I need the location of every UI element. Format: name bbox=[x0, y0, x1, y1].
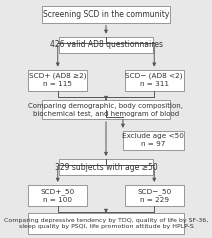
Text: Exclude age <50
n = 97: Exclude age <50 n = 97 bbox=[123, 133, 184, 147]
Text: SCD− (AD8 <2)
n = 311: SCD− (AD8 <2) n = 311 bbox=[126, 73, 183, 87]
Text: 426 valid AD8 questionnaires: 426 valid AD8 questionnaires bbox=[49, 40, 163, 50]
Text: SCD−_50
n = 229: SCD−_50 n = 229 bbox=[137, 188, 171, 203]
Text: SCD+ (AD8 ≥2)
n = 115: SCD+ (AD8 ≥2) n = 115 bbox=[29, 73, 86, 87]
FancyBboxPatch shape bbox=[28, 69, 87, 91]
FancyBboxPatch shape bbox=[59, 37, 153, 53]
Text: Comparing demographic, body composition,
biochemical test, and hemogram of blood: Comparing demographic, body composition,… bbox=[28, 103, 184, 117]
FancyBboxPatch shape bbox=[125, 185, 184, 206]
FancyBboxPatch shape bbox=[123, 131, 184, 149]
Text: Comparing depressive tendency by TDQ, quality of life by SF-36,
sleep quality by: Comparing depressive tendency by TDQ, qu… bbox=[4, 218, 208, 229]
Text: 329 subjects with age ≥50: 329 subjects with age ≥50 bbox=[55, 163, 157, 172]
FancyBboxPatch shape bbox=[59, 159, 153, 175]
FancyBboxPatch shape bbox=[28, 185, 87, 206]
FancyBboxPatch shape bbox=[28, 213, 184, 234]
Text: Screening SCD in the community: Screening SCD in the community bbox=[43, 10, 169, 19]
Text: SCD+_50
n = 100: SCD+_50 n = 100 bbox=[41, 188, 75, 203]
FancyBboxPatch shape bbox=[125, 69, 184, 91]
FancyBboxPatch shape bbox=[42, 6, 170, 23]
FancyBboxPatch shape bbox=[42, 100, 170, 119]
